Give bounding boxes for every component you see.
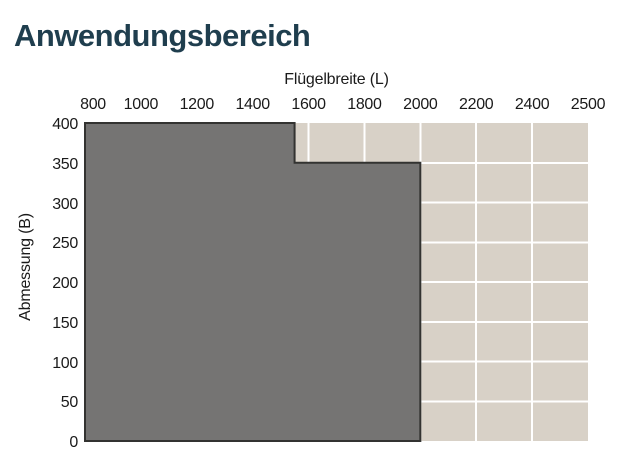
chart-svg [84,122,588,442]
x-tick-label: 2400 [514,96,550,113]
y-tick-label: 250 [52,235,78,253]
y-tick-label: 300 [52,195,78,213]
x-tick-label: 1000 [123,96,159,113]
x-tick-label: 1800 [347,96,382,113]
x-tick-label: 1600 [291,96,326,113]
x-tick-label: 1400 [235,96,270,113]
y-tick-label: 400 [52,116,78,133]
plot-area [84,122,588,442]
x-tick-label: 800 [80,96,106,113]
x-tick-label: 1200 [179,96,215,113]
x-axis-ticks: 800 1000 1200 1400 1600 1800 2000 2200 2400 2500 [80,96,605,114]
x-tick-label: 2000 [403,96,438,113]
y-tick-label: 50 [60,394,79,412]
application-range-region [84,122,422,442]
y-tick-label: 200 [52,275,78,292]
y-tick-label: 0 [69,434,78,451]
y-tick-label: 350 [52,155,78,173]
y-tick-label: 150 [52,314,78,332]
x-tick-label: 2500 [570,96,606,113]
y-tick-label: 100 [52,354,78,372]
x-tick-label: 2200 [459,96,494,113]
x-axis-title: Flügelbreite (L) [284,71,389,88]
page-title: Anwendungsbereich [14,18,311,53]
y-axis-ticks: 0 50 100 150 200 250 300 350 400 [0,117,79,451]
